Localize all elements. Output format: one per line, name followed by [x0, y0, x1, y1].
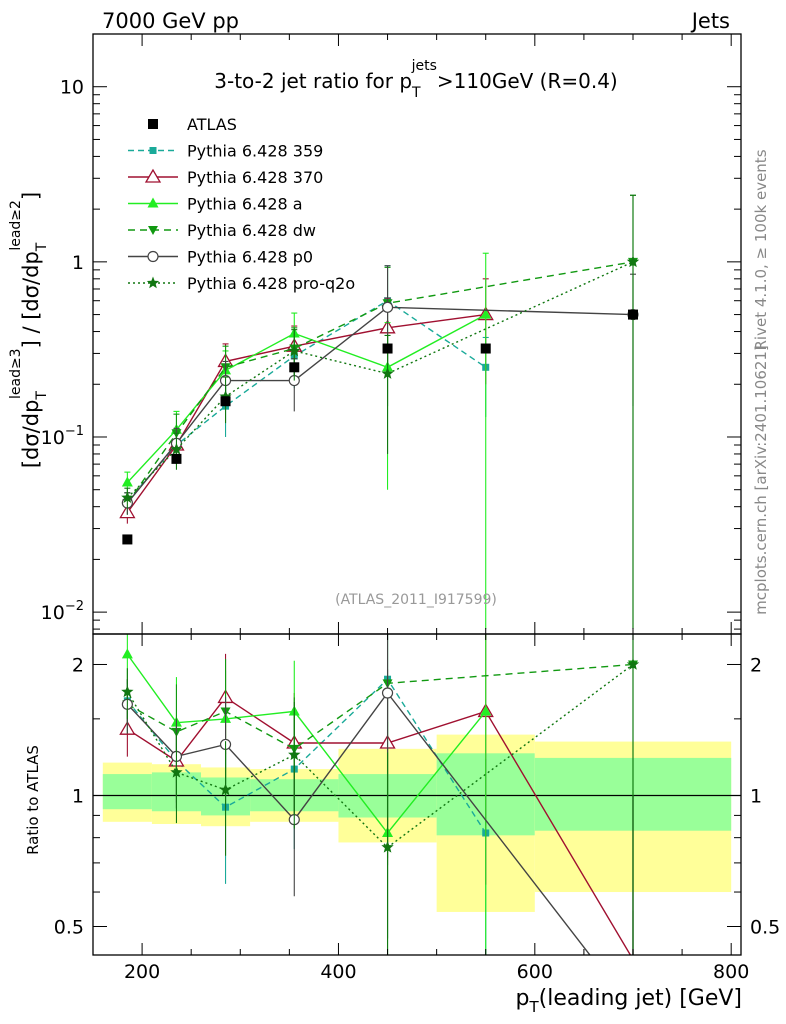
legend-label: Pythia 6.428 dw [187, 221, 316, 240]
series-5-point [170, 442, 183, 455]
axes: 200 400 600 800 10−2 10−1 1 10 0.5 0.5 1 1 2 2 [41, 33, 780, 983]
legend-marker [146, 276, 160, 289]
atlas-point [382, 343, 393, 354]
y-tick-label: 1 [72, 252, 84, 274]
series-5-point [121, 491, 134, 503]
legend-marker [148, 119, 158, 129]
x-axis-label: pT(leading jet) [GeV] [516, 986, 742, 1016]
legend-label: Pythia 6.428 p0 [187, 248, 313, 267]
legend-item: Pythia 6.428 a [128, 195, 303, 214]
x-tick-label: 600 [517, 961, 553, 983]
legend-item: Pythia 6.428 pro-q2o [128, 274, 355, 293]
series-5-ratio-point [219, 783, 232, 796]
legend-item: ATLAS [148, 115, 237, 134]
series-5-point [288, 344, 301, 357]
legend-item: Pythia 6.428 dw [128, 221, 316, 240]
series-3-ratio-line [127, 663, 634, 750]
legend-label: Pythia 6.428 a [187, 195, 303, 214]
y-tick-label: 10 [60, 77, 84, 99]
legend-marker [148, 226, 158, 235]
y-axis-label: [dσ/dpTlead≥3] / [dσ/dpTlead≥2] [8, 192, 50, 468]
atlas-point [480, 343, 491, 354]
ratio-panel-curves [119, 634, 640, 955]
series-4-line [126, 306, 634, 504]
legend-label: ATLAS [187, 115, 237, 134]
ratio-y-axis-label: Ratio to ATLAS [24, 745, 42, 855]
atlas-data-points [122, 309, 638, 545]
series-0-line [126, 299, 487, 502]
analysis-tag: (ATLAS_2011_I917599) [335, 592, 497, 608]
series-5-point [626, 255, 640, 268]
legend-label: Pythia 6.428 pro-q2o [187, 274, 355, 293]
main-panel-curves [119, 194, 640, 630]
legend-item: Pythia 6.428 p0 [128, 248, 313, 267]
rivet-label: Rivet 4.1.0, ≥ 100k events [752, 149, 770, 350]
x-tick-label: 200 [124, 961, 160, 983]
legend-marker [147, 250, 159, 263]
legend-marker [149, 147, 157, 154]
chart-title: 3-to-2 jet ratio for pTjets>110GeV (R=0.… [214, 58, 617, 101]
series-5-point [219, 390, 232, 402]
x-tick-label: 800 [713, 961, 749, 983]
series-2-ratio-point [480, 705, 492, 716]
legend-marker [147, 197, 159, 208]
y-tick-label: 10−2 [41, 599, 84, 624]
series-5-ratio-point [381, 840, 394, 853]
series-2-ratio-point [121, 648, 133, 659]
legend: ATLAS Pythia 6.428 359 Pythia 6.428 370 Pyt… [128, 115, 355, 293]
series-2-ratio-line [126, 653, 487, 835]
ratio-y-tick-label-right: 0.5 [750, 916, 780, 938]
ratio-y-tick-label-right: 1 [750, 785, 762, 807]
ratio-uncertainty-bands [93, 734, 741, 912]
legend-item: Pythia 6.428 370 [128, 168, 323, 187]
atlas-point [628, 309, 638, 320]
series-2-line [126, 313, 487, 483]
series-5-point [381, 367, 394, 379]
legend-label: Pythia 6.428 359 [187, 142, 323, 161]
series-5-ratio-point [288, 748, 301, 761]
ratio-y-tick-label: 1 [72, 785, 84, 807]
series-2-point [121, 476, 133, 487]
series-4-point [381, 301, 394, 313]
ratio-y-tick-label: 2 [72, 654, 84, 676]
ratio-panel-frame [92, 633, 742, 956]
series-0-ratio-line [126, 678, 487, 834]
series-5-line [126, 261, 634, 499]
atlas-point [289, 362, 300, 373]
header-energy: 7000 GeV pp [102, 9, 239, 33]
atlas-point [220, 396, 231, 407]
series-4-ratio-point [381, 687, 394, 699]
atlas-point [122, 534, 133, 545]
atlas-point [171, 453, 182, 464]
series-3-line [126, 261, 634, 504]
x-tick-label: 400 [320, 961, 356, 983]
legend-item: Pythia 6.428 359 [128, 142, 323, 161]
series-5-ratio-line [126, 663, 634, 849]
series-1-line [126, 313, 486, 514]
mc-curves [119, 194, 640, 955]
series-5-ratio-point [121, 685, 134, 698]
header-process: Jets [690, 9, 730, 33]
legend-label: Pythia 6.428 370 [187, 168, 323, 187]
mcplots-label: mcplots.cern.ch [arXiv:2401.10621] [752, 345, 770, 615]
series-5-ratio-point [626, 658, 640, 670]
series-5-ratio-point [170, 765, 183, 778]
ratio-y-tick-label: 0.5 [54, 916, 84, 938]
series-2-point [480, 308, 492, 319]
ratio-y-tick-label-right: 2 [750, 654, 762, 676]
legend-marker [144, 168, 162, 183]
ratio-band-inner [102, 774, 152, 810]
y-tick-label: 10−1 [41, 424, 84, 449]
